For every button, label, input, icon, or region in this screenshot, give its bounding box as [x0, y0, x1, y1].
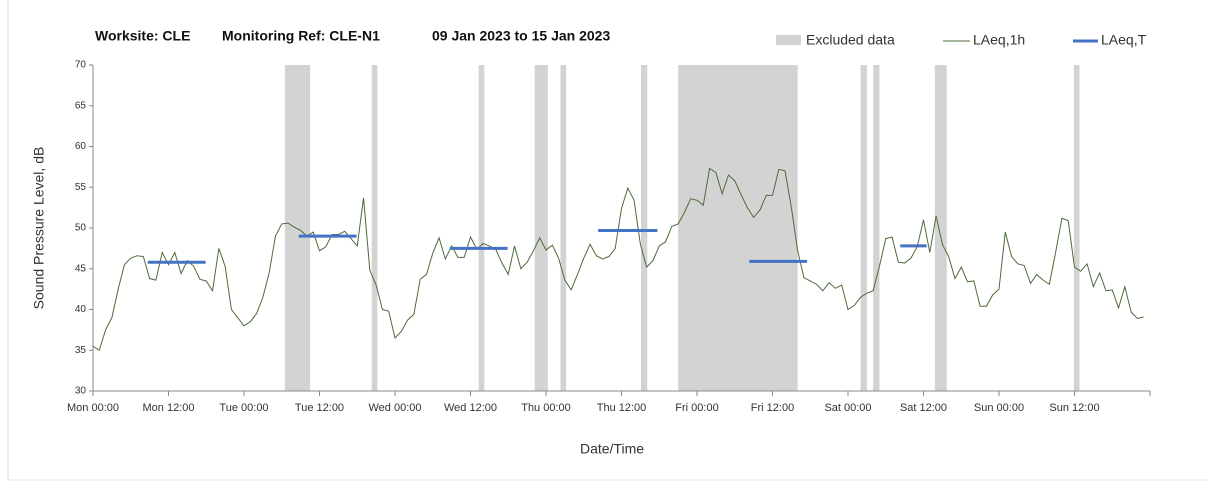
y-tick-label: 70: [75, 60, 87, 71]
y-tick-label: 65: [75, 100, 87, 111]
x-tick-label: Sun 00:00: [974, 402, 1024, 414]
y-tick-label: 60: [75, 141, 87, 152]
excluded-band: [873, 65, 880, 391]
excluded-band: [934, 65, 947, 391]
chart-title: Worksite: CLE: [95, 28, 190, 44]
x-tick-label: Sun 12:00: [1049, 402, 1099, 414]
x-tick-label: Thu 12:00: [597, 402, 647, 414]
x-tick-label: Fri 00:00: [675, 402, 718, 414]
x-tick-label: Thu 00:00: [521, 402, 571, 414]
excluded-band: [560, 65, 567, 391]
excluded-band: [284, 65, 311, 391]
y-tick-label: 40: [75, 304, 87, 315]
excluded-band: [641, 65, 648, 391]
x-tick-label: Mon 12:00: [143, 402, 195, 414]
excluded-band: [478, 65, 485, 391]
x-tick-label: Tue 00:00: [219, 402, 268, 414]
excluded-band: [534, 65, 548, 391]
x-tick-label: Mon 00:00: [67, 402, 119, 414]
y-tick-label: 45: [75, 263, 87, 274]
y-tick-label: 35: [75, 345, 87, 356]
x-tick-label: Sat 00:00: [824, 402, 871, 414]
x-tick-label: Fri 12:00: [751, 402, 794, 414]
y-axis-label: Sound Pressure Level, dB: [31, 147, 47, 310]
excluded-band: [860, 65, 867, 391]
x-axis-label: Date/Time: [580, 441, 644, 457]
chart-title: Monitoring Ref: CLE-N1: [222, 28, 380, 44]
legend-label: LAeq,T: [1101, 32, 1147, 48]
frame: [7, 0, 1208, 481]
y-tick-label: 55: [75, 182, 87, 193]
legend-label: Excluded data: [806, 32, 895, 48]
legend-label: LAeq,1h: [973, 32, 1025, 48]
chart-title: 09 Jan 2023 to 15 Jan 2023: [432, 28, 610, 44]
x-tick-label: Sat 12:00: [900, 402, 947, 414]
x-tick-label: Tue 12:00: [295, 402, 344, 414]
x-tick-label: Wed 00:00: [368, 402, 421, 414]
excluded-band: [678, 65, 798, 391]
legend-swatch: [776, 35, 801, 45]
x-tick-label: Wed 12:00: [444, 402, 497, 414]
y-tick-label: 50: [75, 223, 87, 234]
series-line: [92, 167, 1144, 352]
excluded-band: [371, 65, 378, 391]
excluded-band: [1073, 65, 1080, 391]
y-tick-label: 30: [75, 386, 87, 397]
